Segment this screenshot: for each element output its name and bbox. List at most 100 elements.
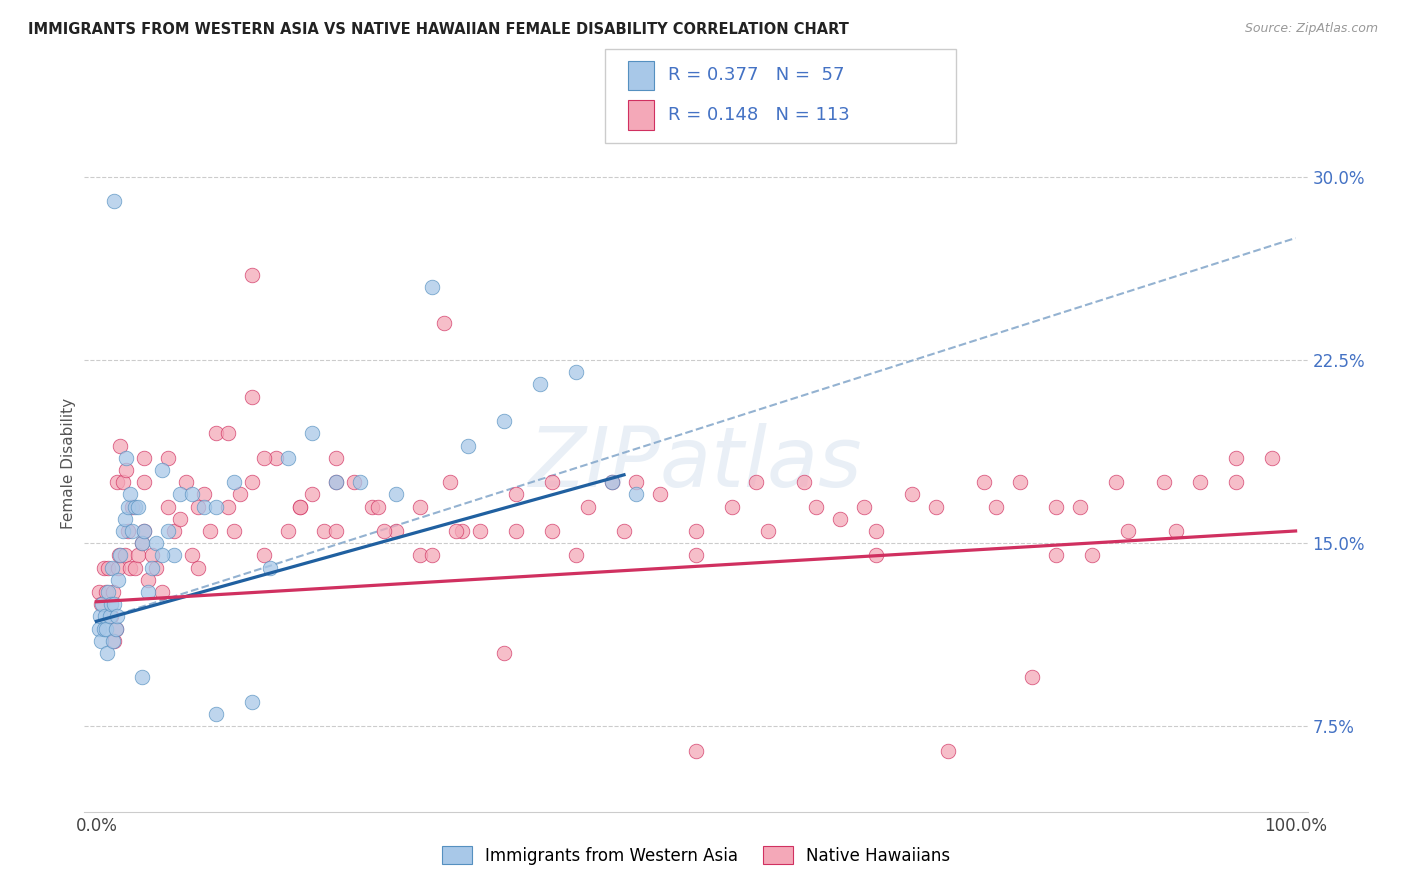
Point [117, 500, 139, 514]
Text: R = 0.377   N =  57: R = 0.377 N = 57 [668, 66, 845, 84]
Point [94, 622, 117, 636]
Point [87, 622, 110, 636]
Point [187, 500, 209, 514]
Point [94, 585, 117, 599]
Point [253, 549, 276, 563]
Point [240, 390, 263, 404]
Point [101, 585, 124, 599]
Point [141, 549, 163, 563]
Point [134, 524, 156, 538]
Point [936, 744, 959, 758]
Point [444, 524, 467, 538]
Point [157, 500, 180, 514]
Point [420, 549, 443, 563]
Point [124, 560, 146, 574]
Point [1164, 524, 1187, 538]
Point [613, 524, 636, 538]
Point [205, 500, 228, 514]
Point [1105, 475, 1128, 490]
Point [1225, 475, 1247, 490]
Point [468, 524, 491, 538]
Point [253, 450, 276, 465]
Point [181, 549, 204, 563]
Point [163, 549, 186, 563]
Point [541, 475, 564, 490]
Point [115, 463, 138, 477]
Point [118, 560, 141, 574]
Point [229, 487, 252, 501]
Point [600, 475, 623, 490]
Text: ZIPatlas: ZIPatlas [529, 424, 863, 504]
Point [973, 475, 995, 490]
Point [205, 426, 228, 441]
Point [367, 500, 389, 514]
Point [107, 560, 129, 574]
Point [111, 475, 134, 490]
Point [451, 524, 474, 538]
Point [1045, 500, 1067, 514]
Point [325, 475, 347, 490]
Point [134, 450, 156, 465]
Point [259, 560, 281, 574]
Legend: Immigrants from Western Asia, Native Hawaiians: Immigrants from Western Asia, Native Haw… [433, 838, 959, 873]
Point [157, 524, 180, 538]
Point [314, 524, 336, 538]
Point [193, 487, 215, 501]
Point [187, 560, 209, 574]
Point [409, 549, 432, 563]
Point [136, 573, 159, 587]
Point [648, 487, 671, 501]
Point [264, 450, 287, 465]
Point [224, 475, 246, 490]
Point [121, 524, 143, 538]
Point [494, 414, 516, 428]
Text: IMMIGRANTS FROM WESTERN ASIA VS NATIVE HAWAIIAN FEMALE DISABILITY CORRELATION CH: IMMIGRANTS FROM WESTERN ASIA VS NATIVE H… [28, 22, 849, 37]
Point [169, 512, 191, 526]
Point [325, 475, 347, 490]
Point [90, 597, 112, 611]
Point [90, 633, 112, 648]
Point [349, 475, 371, 490]
Point [433, 317, 456, 331]
Point [93, 560, 115, 574]
Text: Source: ZipAtlas.com: Source: ZipAtlas.com [1244, 22, 1378, 36]
Point [565, 549, 588, 563]
Point [104, 622, 127, 636]
Point [1153, 475, 1175, 490]
Point [108, 549, 131, 563]
Point [145, 560, 167, 574]
Point [1069, 500, 1091, 514]
Point [118, 487, 141, 501]
Point [114, 549, 136, 563]
Point [169, 487, 191, 501]
Point [111, 524, 134, 538]
Point [828, 512, 851, 526]
Point [529, 377, 551, 392]
Point [361, 500, 384, 514]
Point [685, 744, 707, 758]
Point [97, 560, 120, 574]
Y-axis label: Female Disability: Female Disability [60, 398, 76, 530]
Point [181, 487, 204, 501]
Point [127, 500, 149, 514]
Point [104, 622, 127, 636]
Point [865, 524, 887, 538]
Point [373, 524, 395, 538]
Point [409, 500, 432, 514]
Point [984, 500, 1007, 514]
Point [150, 549, 173, 563]
Point [240, 268, 263, 282]
Point [793, 475, 815, 490]
Point [240, 475, 263, 490]
Point [163, 524, 186, 538]
Point [1116, 524, 1139, 538]
Point [107, 573, 129, 587]
Point [494, 646, 516, 660]
Point [721, 500, 744, 514]
Point [420, 280, 443, 294]
Point [101, 633, 124, 648]
Point [174, 475, 197, 490]
Point [624, 475, 647, 490]
Point [756, 524, 779, 538]
Point [98, 609, 121, 624]
